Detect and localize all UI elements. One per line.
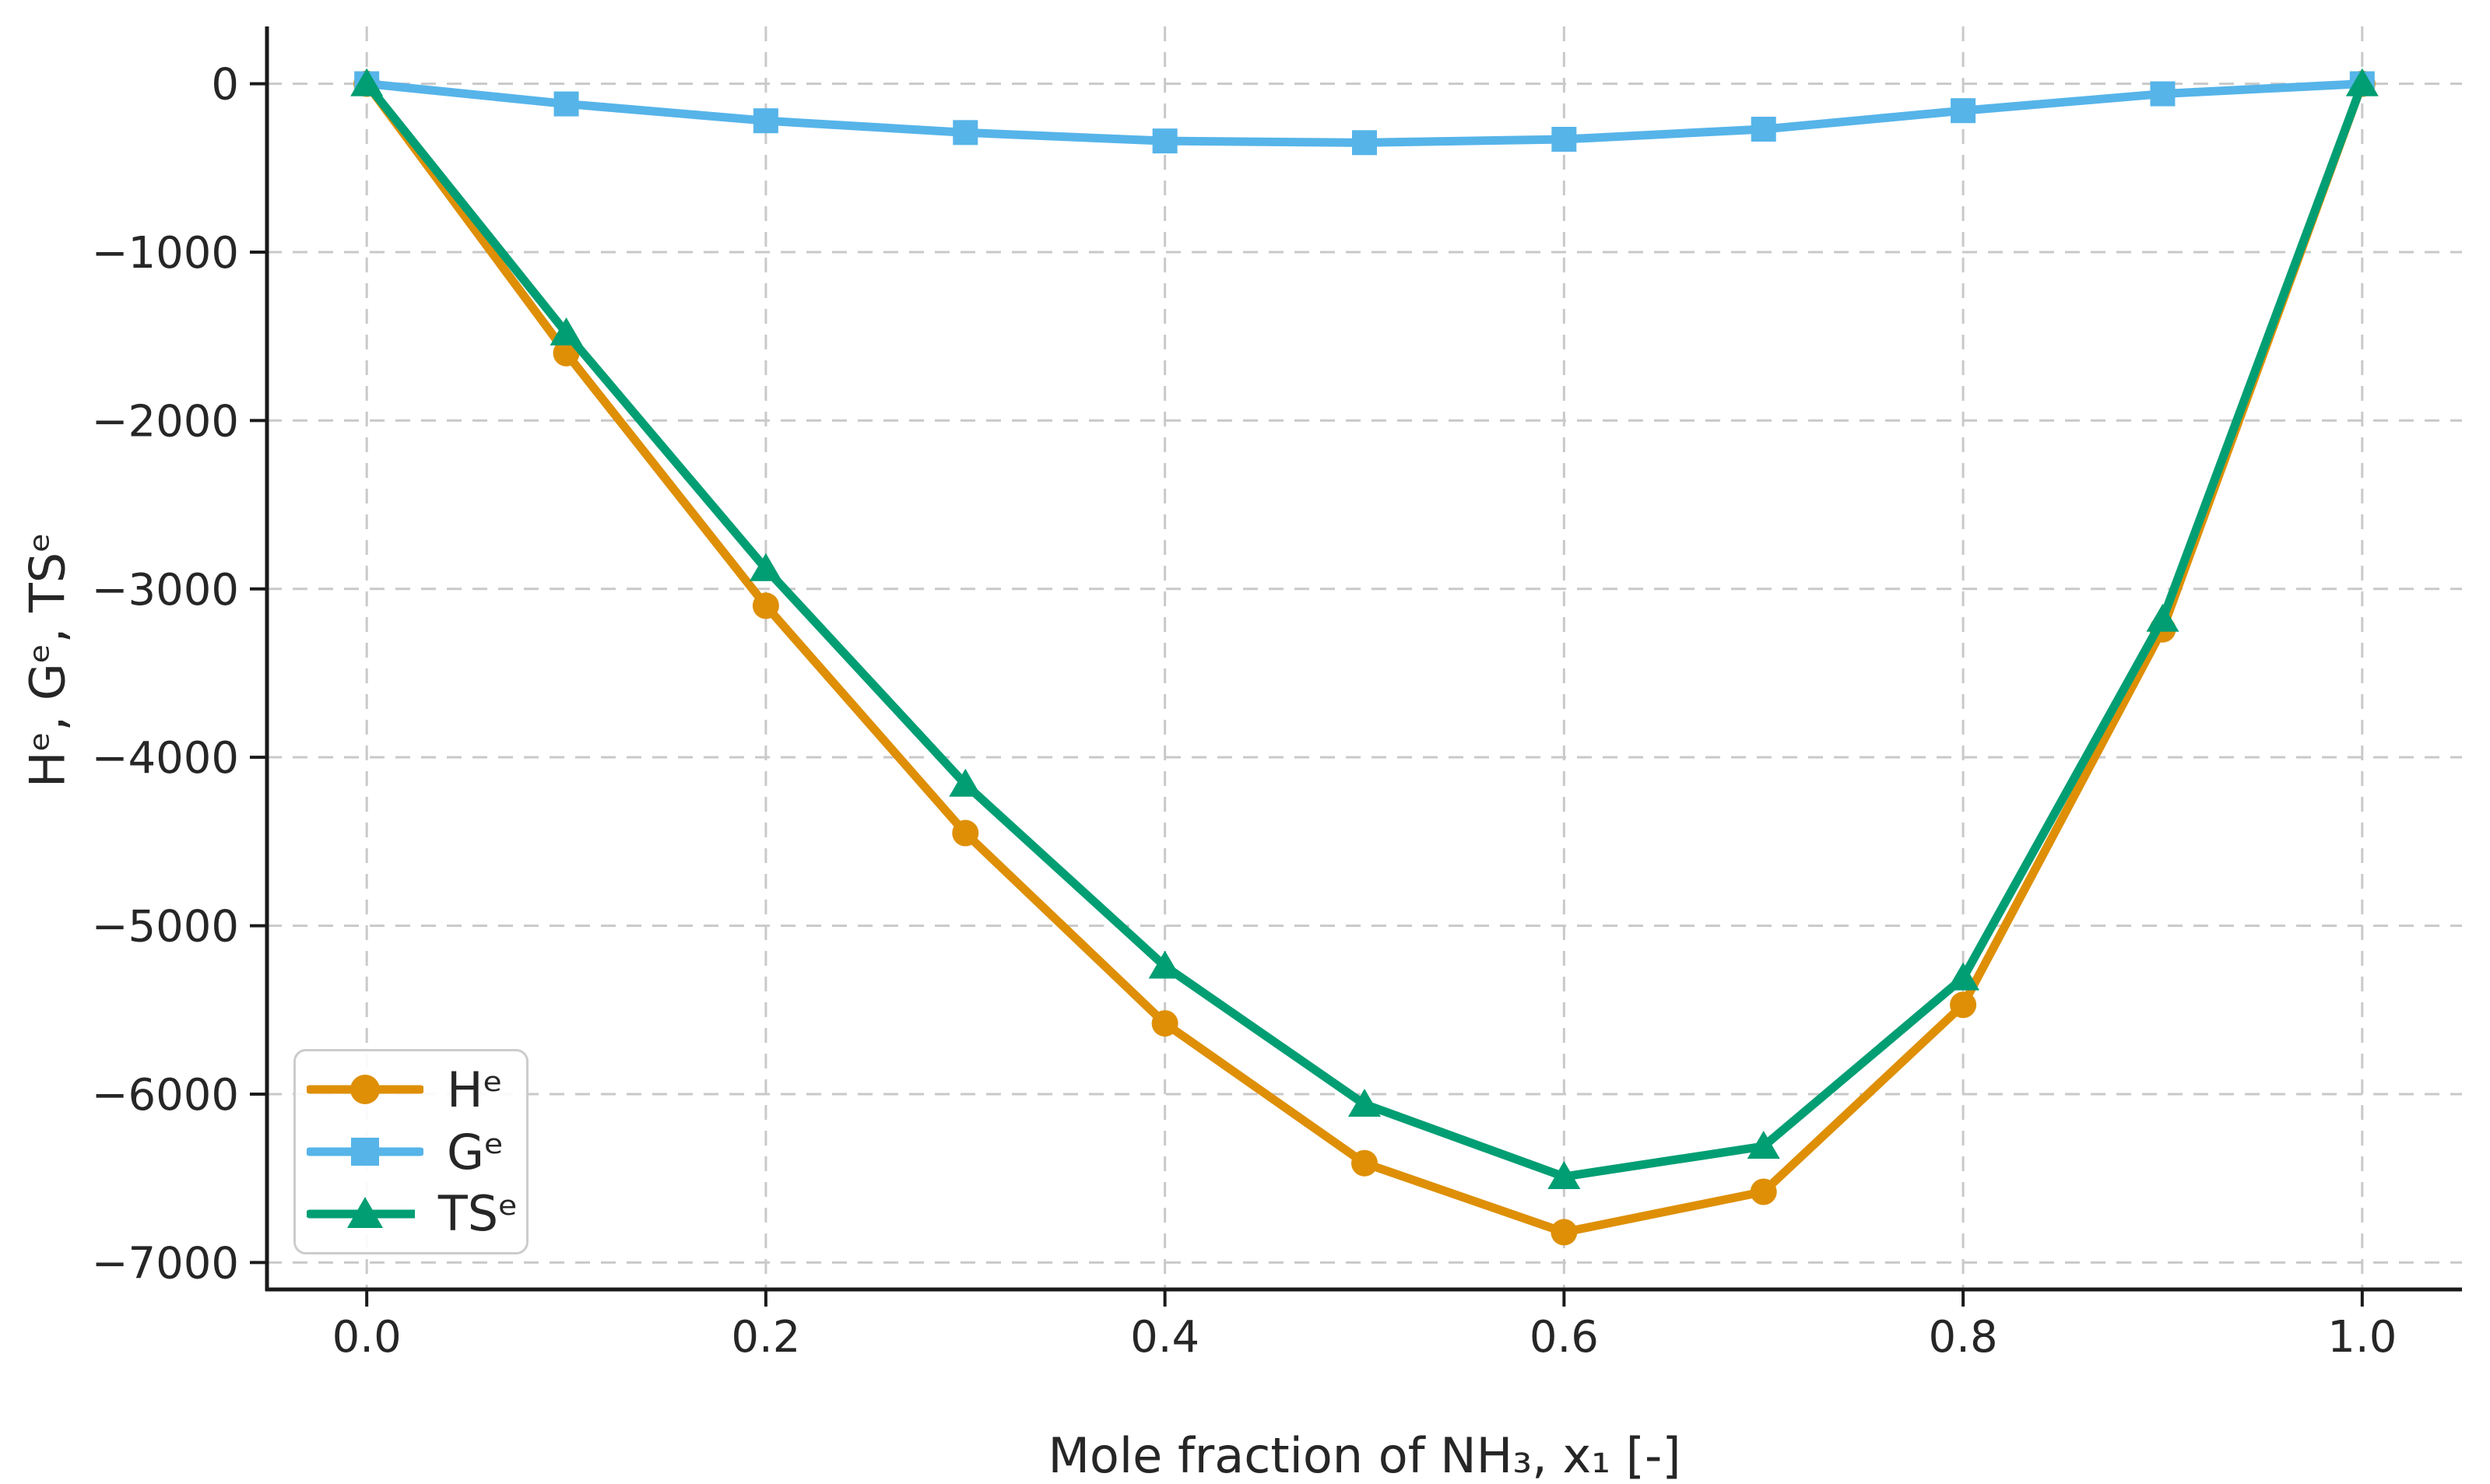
series-ts-excess-marker-triangle (1547, 1161, 1581, 1190)
series-g-excess-marker-square (553, 91, 579, 117)
legend-triangle-icon (347, 1196, 383, 1228)
y-tick-label: −6000 (92, 1070, 239, 1121)
x-tick-label: 0.0 (332, 1312, 402, 1363)
series-h-excess-marker-circle (952, 819, 979, 847)
series-h-excess-marker-circle (1351, 1149, 1378, 1177)
x-tick-label: 0.8 (1929, 1312, 1998, 1363)
series-h-excess-marker-circle (1750, 1178, 1777, 1205)
y-tick-label: −5000 (92, 902, 239, 952)
series-ts-excess-marker-triangle (1148, 950, 1182, 979)
series-g-excess-marker-square (1152, 128, 1178, 154)
series-ts-excess-marker-triangle (1947, 962, 1980, 991)
x-tick-label: 1.0 (2327, 1312, 2397, 1363)
series-h-excess-marker-circle (1151, 1010, 1178, 1037)
series-g-excess-marker-square (753, 108, 778, 134)
series-g-excess-marker-square (2150, 81, 2176, 107)
x-tick-label: 0.4 (1130, 1312, 1199, 1363)
x-tick-label: 0.6 (1529, 1312, 1599, 1363)
legend-label-g-excess: Gᵉ (447, 1123, 504, 1181)
series-ts-excess-marker-triangle (2345, 68, 2379, 96)
series-ts-excess-marker-triangle (949, 768, 982, 797)
legend-label-ts-excess: TSᵉ (437, 1185, 518, 1243)
y-tick-label: 0 (211, 60, 239, 111)
legend-label-h-excess: Hᵉ (447, 1061, 504, 1118)
y-tick-label: −7000 (92, 1238, 239, 1289)
x-axis-label: Mole fraction of NH₃, x₁ [-] (1048, 1427, 1681, 1484)
legend-square-icon (351, 1138, 379, 1166)
y-axis-label: Hᵉ, Gᵉ, TSᵉ (19, 532, 76, 788)
series-ts-excess-marker-triangle (350, 68, 384, 96)
legend-swatch-g-excess (307, 1138, 423, 1166)
legend-circle-icon (350, 1075, 380, 1105)
series-h-excess-marker-circle (752, 592, 779, 619)
series-ts-excess-marker-triangle (1348, 1088, 1381, 1117)
series-h-excess-marker-circle (1551, 1219, 1578, 1246)
y-tick-label: −1000 (92, 228, 239, 279)
series-ts-excess-marker-triangle (749, 553, 782, 581)
series-g-excess-marker-square (1951, 98, 1976, 124)
x-tick-label: 0.2 (731, 1312, 800, 1363)
series-g-excess-marker-square (1551, 126, 1577, 152)
series-g-excess-marker-square (953, 120, 978, 146)
y-tick-label: −2000 (92, 396, 239, 447)
legend-item-g-excess: Gᵉ (307, 1124, 518, 1181)
series-h-excess-marker-circle (1950, 991, 1977, 1019)
series-g-excess-marker-square (1751, 117, 1776, 142)
series-ts-excess-marker-triangle (550, 317, 583, 346)
legend-item-h-excess: Hᵉ (307, 1061, 518, 1118)
series-h-excess-line (362, 79, 2367, 1237)
legend-swatch-ts-excess (307, 1196, 415, 1228)
series-ts-excess-marker-triangle (1747, 1131, 1780, 1159)
series-g-excess-marker-square (1352, 130, 1377, 156)
y-tick-label: −4000 (92, 733, 239, 784)
series-ts-excess-marker-triangle (2146, 603, 2179, 632)
legend-item-ts-excess: TSᵉ (307, 1185, 518, 1242)
legend-swatch-h-excess (307, 1075, 423, 1105)
legend: Hᵉ Gᵉ TSᵉ (293, 1049, 529, 1254)
series-ts-excess-line (362, 79, 2367, 1181)
y-tick-label: −3000 (92, 565, 239, 616)
